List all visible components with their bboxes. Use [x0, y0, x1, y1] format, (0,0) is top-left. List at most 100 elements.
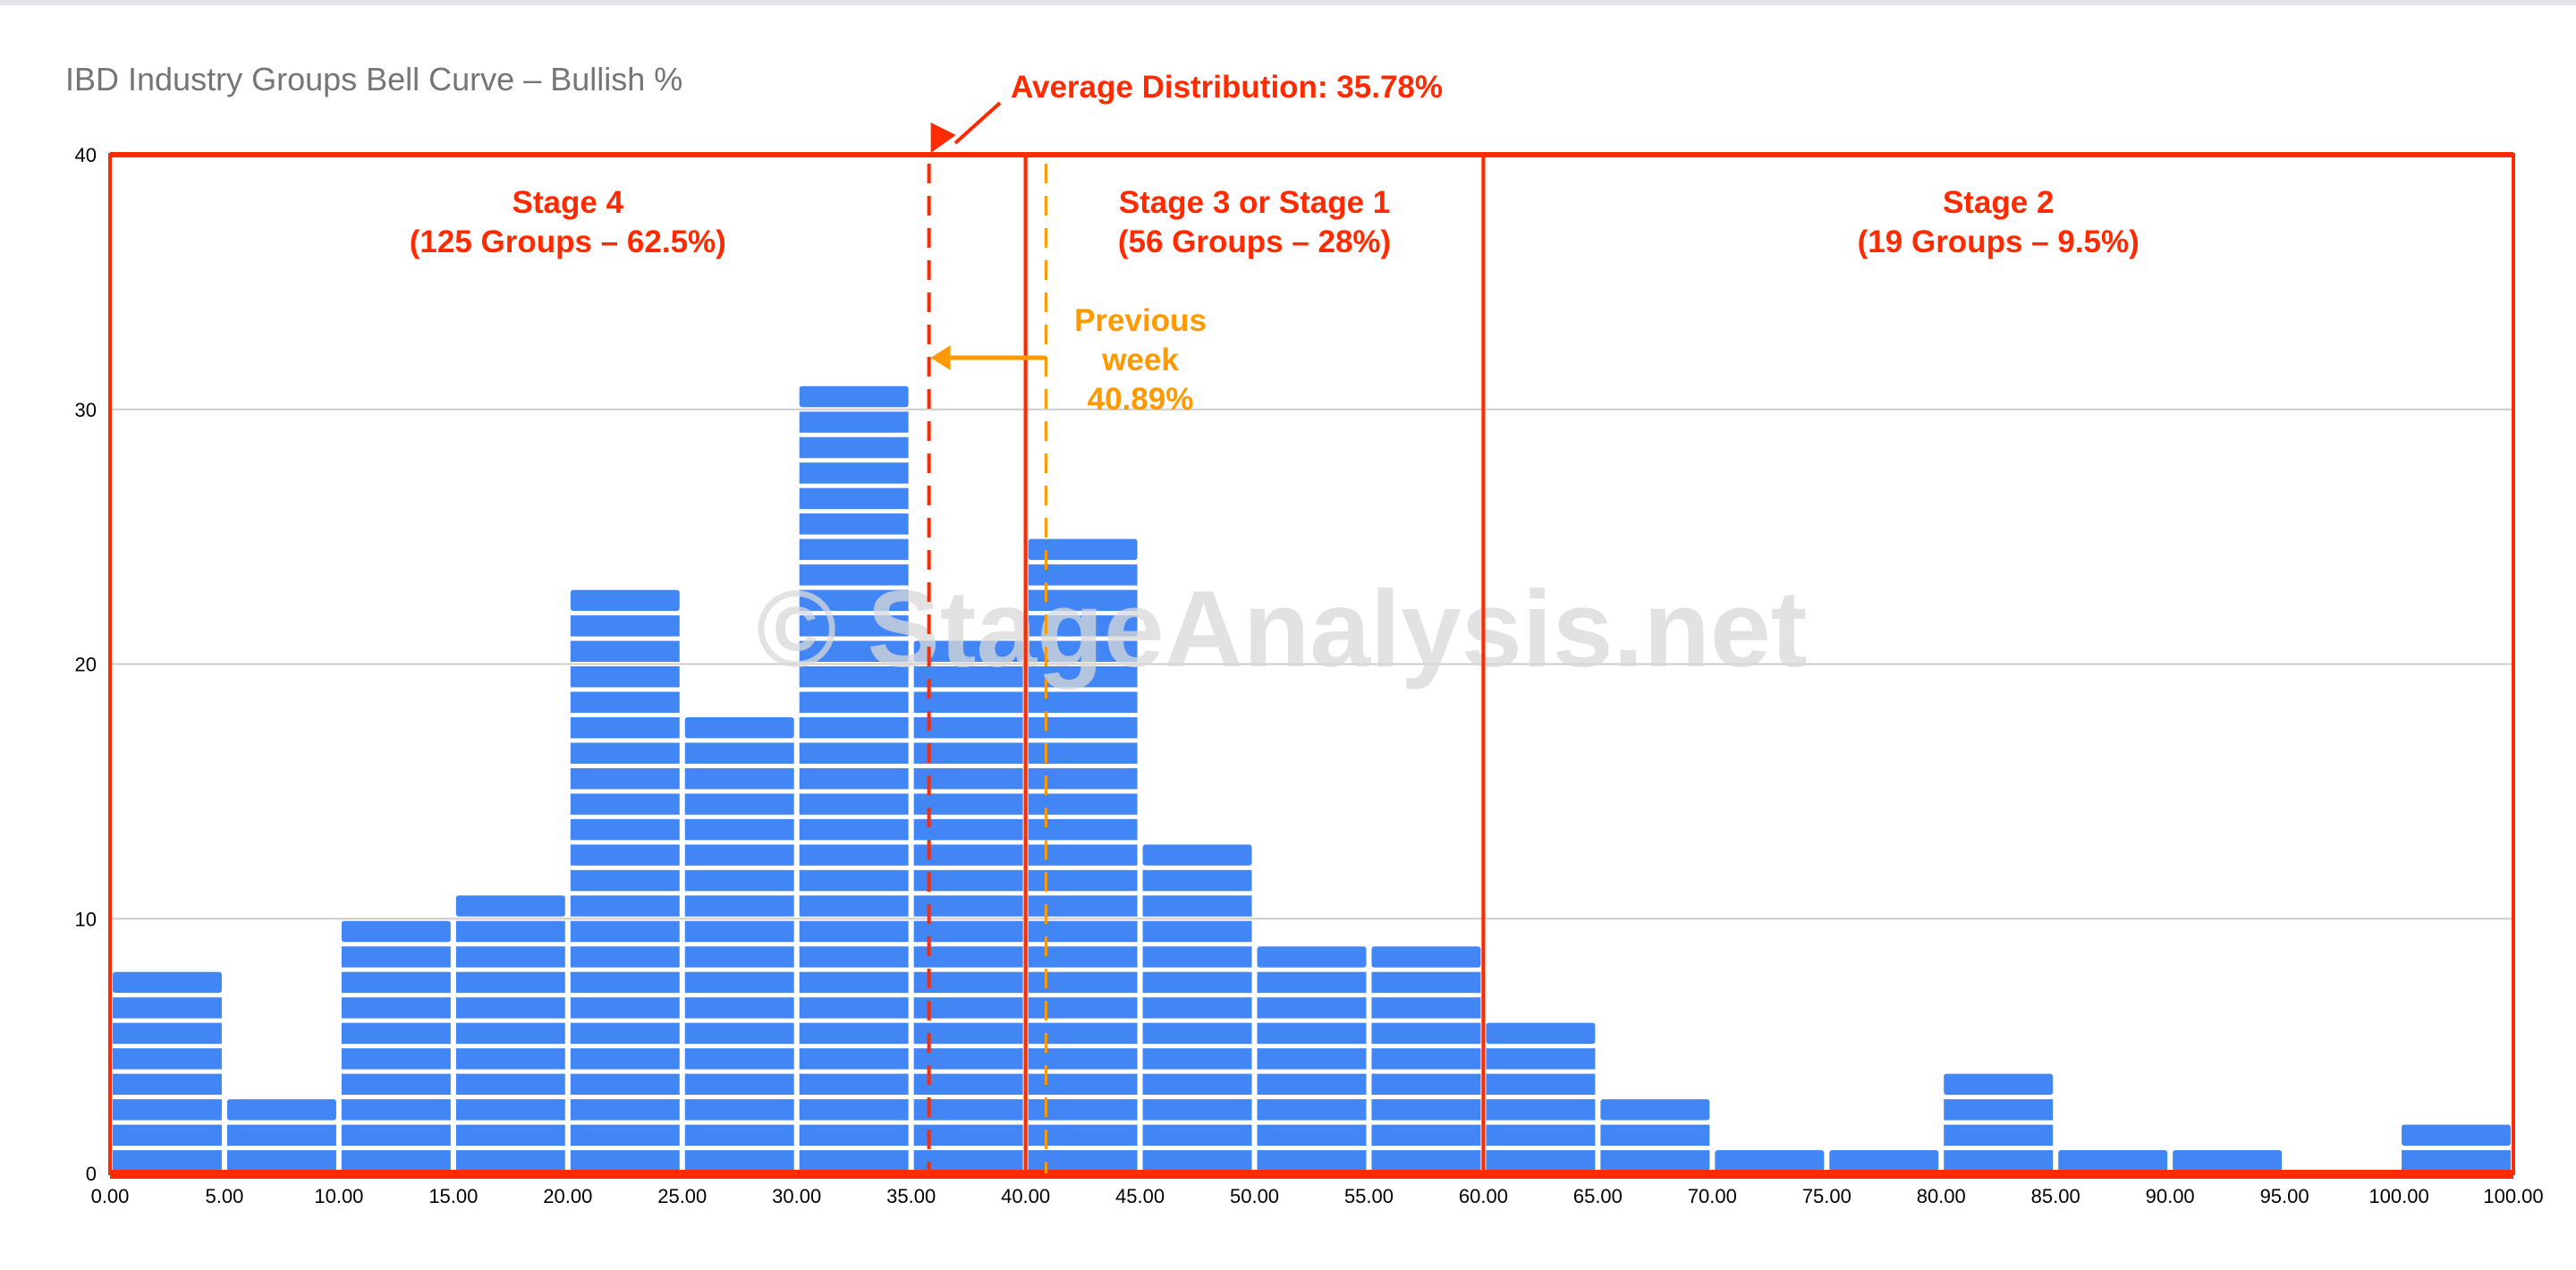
bar-segment [913, 716, 1023, 739]
bar-segment [1142, 844, 1252, 866]
x-axis: 0.00 5.00 10.00 15.00 20.00 25.00 30.00 35.00 40… [91, 1185, 2544, 1207]
bar-segment [1028, 869, 1138, 892]
bar-90.00 [2173, 1150, 2283, 1172]
bar-segment [913, 666, 1023, 688]
bar-segment [1142, 895, 1252, 917]
bar-segment [913, 818, 1023, 841]
bar-segment [799, 462, 909, 484]
bar-segment [799, 436, 909, 459]
bar-45.00 [1142, 844, 1252, 1172]
bar-segment [455, 1099, 565, 1121]
bar-segment [1486, 1073, 1596, 1096]
bar-segment [1944, 1099, 2054, 1121]
bar-0.00 [113, 971, 222, 1172]
bar-5.00 [226, 1099, 336, 1172]
bar-segment [913, 742, 1023, 764]
bar-segment [1028, 997, 1138, 1019]
bar-segment [1371, 997, 1481, 1019]
top-border-line [110, 152, 2513, 157]
bar-segment [113, 1099, 222, 1121]
bar-segment [226, 1124, 336, 1147]
bar-segment [570, 869, 680, 892]
x-tick-label: 70.00 [1688, 1185, 1737, 1207]
bar-segment [1028, 615, 1138, 637]
bar-segment [1142, 997, 1252, 1019]
bar-segment [913, 1150, 1023, 1172]
bar-segment [799, 844, 909, 866]
bar-segment [799, 767, 909, 790]
bar-segment [1257, 1073, 1367, 1096]
bar-segment [684, 1099, 794, 1121]
bar-40.00 [1028, 538, 1138, 1172]
bar-segment [1028, 1124, 1138, 1147]
bar-segment [455, 1048, 565, 1070]
bar-segment [341, 946, 451, 968]
bar-segment [1142, 1048, 1252, 1070]
bar-segment [1600, 1150, 1710, 1172]
x-tick-label: 45.00 [1115, 1185, 1165, 1207]
bar-segment [684, 767, 794, 790]
bar-segment [1257, 1124, 1367, 1147]
x-tick-label: 5.00 [206, 1185, 244, 1207]
bar-segment [1371, 1048, 1481, 1070]
bar-segment [1371, 1022, 1481, 1045]
bar-segment [2058, 1150, 2168, 1172]
x-tick-label: 20.00 [543, 1185, 592, 1207]
bar-segment [570, 742, 680, 764]
bar-segment [1486, 1022, 1596, 1045]
bar-segment [1257, 1150, 1367, 1172]
bar-segment [341, 1099, 451, 1121]
bar-segment [799, 513, 909, 535]
bar-segment [799, 1150, 909, 1172]
bar-segment [1257, 971, 1367, 994]
bar-segment [1028, 818, 1138, 841]
x-tick-label: 100.00 [2483, 1185, 2543, 1207]
bar-segment [799, 920, 909, 943]
bar-segment [684, 1048, 794, 1070]
bar-segment [799, 487, 909, 510]
x-tick-label: 75.00 [1802, 1185, 1852, 1207]
bar-segment [1028, 1150, 1138, 1172]
bar-segment [1028, 640, 1138, 662]
x-tick-label: 100.00 [2368, 1185, 2428, 1207]
bar-segment [799, 411, 909, 433]
bar-segment [913, 895, 1023, 917]
bar-70.00 [1715, 1150, 1825, 1172]
bar-segment [570, 716, 680, 739]
bar-segment [1028, 895, 1138, 917]
bar-segment [1371, 1150, 1481, 1172]
y-tick-label: 30 [75, 399, 97, 421]
bar-segment [455, 946, 565, 968]
bar-segment [113, 1022, 222, 1045]
bar-segment [684, 742, 794, 764]
bar-segment [913, 793, 1023, 815]
bar-segment [799, 666, 909, 688]
y-tick-label: 20 [75, 654, 97, 676]
bar-segment [684, 971, 794, 994]
bar-75.00 [1829, 1150, 1939, 1172]
bar-segment [1715, 1150, 1825, 1172]
average-label: Average Distribution: 35.78% [1011, 70, 1443, 105]
chart-title: IBD Industry Groups Bell Curve – Bullish… [65, 61, 682, 97]
x-tick-label: 55.00 [1344, 1185, 1394, 1207]
gridlines [110, 408, 2513, 920]
bar-segment [684, 793, 794, 815]
bar-segment [913, 1048, 1023, 1070]
bar-100.00 [2402, 1124, 2511, 1172]
bar-segment [1600, 1099, 1710, 1121]
x-tick-label: 25.00 [657, 1185, 707, 1207]
bar-segment [684, 1022, 794, 1045]
bar-segment [1486, 1099, 1596, 1121]
bar-segment [1028, 589, 1138, 612]
bar-segment [1028, 793, 1138, 815]
bar-segment [799, 385, 909, 408]
x-tick-label: 40.00 [1001, 1185, 1050, 1207]
y-tick-label: 0 [86, 1163, 97, 1185]
bar-segment [913, 869, 1023, 892]
bar-segment [570, 844, 680, 866]
bar-25.00 [684, 716, 794, 1172]
bar-segment [113, 1150, 222, 1172]
bar-segment [684, 716, 794, 739]
bar-segment [570, 1099, 680, 1121]
